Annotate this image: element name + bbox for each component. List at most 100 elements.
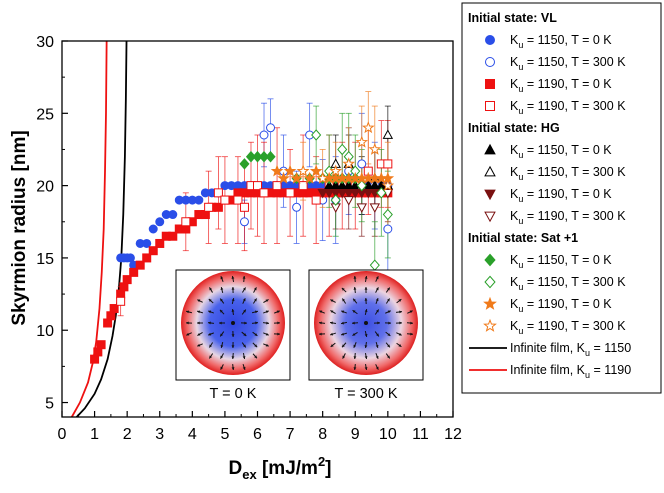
- data-point-series-3: [213, 188, 223, 198]
- spin-arrow-head-icon: [208, 332, 212, 336]
- data-point-series-11: [361, 121, 375, 134]
- data-point-series-10: [277, 171, 290, 184]
- legend-entry-label: Ku = 1150, T = 300 K: [510, 275, 626, 292]
- data-point-series-1: [383, 224, 393, 234]
- spin-arrow-head-icon: [231, 334, 235, 337]
- spin-arrow-head-icon: [375, 344, 379, 348]
- spin-arrow-head-icon: [330, 310, 334, 314]
- data-point-series-3: [220, 195, 230, 205]
- spin-arrow-head-icon: [242, 287, 246, 291]
- plot-lines-group: [70, 40, 128, 418]
- spin-arrow-head-icon: [352, 310, 356, 313]
- x-tick-label: 0: [58, 426, 67, 443]
- data-point-series-2: [96, 340, 106, 350]
- spin-arrow-head-icon: [330, 332, 334, 336]
- spin-arrow-head-icon: [242, 356, 246, 359]
- x-axis-title: Dex [mJ/m2]: [228, 454, 331, 482]
- spin-arrow-head-icon: [220, 287, 224, 290]
- data-point-series-6: [350, 188, 361, 199]
- spin-arrow-head-icon: [375, 276, 379, 280]
- data-point-series-11: [381, 179, 395, 191]
- spin-arrow-head-icon: [209, 344, 213, 348]
- infinite-film-curve-0: [76, 40, 128, 418]
- spin-arrow-head-icon: [352, 332, 356, 336]
- data-point-series-9: [382, 208, 393, 221]
- plot-markers-group: [90, 121, 395, 364]
- data-point-series-11: [329, 164, 342, 177]
- x-tick-label: 6: [253, 426, 262, 443]
- spin-arrow-head-icon: [197, 321, 200, 325]
- spin-arrow-head-icon: [399, 310, 402, 314]
- spin-arrow-head-icon: [364, 367, 368, 370]
- legend-marker-series-2: [485, 79, 495, 89]
- spin-arrow-head-icon: [387, 333, 391, 336]
- x-tick-label: 7: [286, 426, 295, 443]
- data-point-series-9: [369, 259, 380, 271]
- spin-arrow-head-icon: [253, 298, 257, 302]
- x-tick-label: 1: [90, 426, 99, 443]
- spin-arrow-head-icon: [276, 310, 280, 314]
- legend-entry-label: Ku = 1190, T = 0 K: [510, 187, 612, 204]
- spin-arrow-head-icon: [197, 343, 201, 347]
- legend-entry-label: Infinite film, Ku = 1150: [510, 341, 631, 358]
- legend-entry-label: Ku = 1190, T = 300 K: [510, 209, 626, 226]
- spin-arrow-head-icon: [388, 321, 391, 325]
- spin-arrow-head-icon: [220, 333, 223, 337]
- spin-arrow-head-icon: [330, 299, 334, 303]
- data-point-series-0: [168, 210, 178, 220]
- data-point-series-1: [357, 159, 367, 169]
- data-point-series-3: [204, 202, 214, 212]
- legend-marker-series-1: [485, 57, 495, 67]
- data-point-series-6: [330, 188, 341, 199]
- spin-arrow-head-icon: [353, 298, 356, 302]
- spin-arrow-head-icon: [330, 321, 333, 325]
- data-point-series-0: [148, 224, 158, 234]
- spin-arrow-head-icon: [398, 332, 402, 336]
- data-point-series-10: [283, 164, 297, 177]
- spin-arrow-head-icon: [387, 344, 390, 348]
- spin-arrow-head-icon: [209, 355, 212, 359]
- x-tick-label: 2: [123, 426, 132, 443]
- data-point-series-9: [376, 187, 387, 199]
- spin-center-icon: [364, 321, 368, 325]
- y-tick-label: 15: [36, 251, 54, 268]
- data-point-series-9: [356, 179, 367, 192]
- legend-group-heading: Initial state: VL: [468, 11, 557, 25]
- x-tick-label: 11: [412, 426, 429, 443]
- data-point-series-9: [311, 129, 322, 141]
- legend-entry-label: Ku = 1150, T = 0 K: [510, 253, 612, 270]
- spin-arrow-head-icon: [219, 309, 223, 313]
- spin-arrow-head-icon: [364, 334, 368, 337]
- spin-arrow-head-icon: [353, 344, 357, 348]
- spin-arrow-head-icon: [410, 321, 413, 325]
- spin-arrow-head-icon: [364, 356, 368, 359]
- spin-arrow-head-icon: [398, 299, 402, 302]
- inset-skyrmion-0k: T = 0 K: [175, 269, 291, 402]
- legend-marker-series-7: [484, 211, 496, 223]
- spin-arrow-head-icon: [364, 287, 368, 290]
- infinite-film-curve-1: [70, 40, 108, 418]
- data-point-series-5: [382, 129, 394, 139]
- data-point-series-3: [285, 188, 295, 198]
- x-tick-label: 8: [318, 426, 327, 443]
- legend-marker-series-11: [483, 318, 497, 332]
- legend-entry-label: Ku = 1190, T = 0 K: [510, 77, 612, 94]
- spin-arrow-head-icon: [353, 287, 357, 290]
- spin-arrow-head-icon: [342, 344, 345, 348]
- data-point-series-6: [336, 188, 348, 199]
- data-point-series-3: [311, 195, 321, 205]
- spin-arrow-head-icon: [219, 321, 222, 325]
- spin-center-icon: [231, 321, 235, 325]
- spin-arrow-head-icon: [342, 298, 345, 302]
- spin-arrow-head-icon: [197, 299, 201, 303]
- spin-arrow-head-icon: [377, 321, 380, 325]
- legend-marker-series-4: [484, 143, 496, 155]
- data-point-series-0: [142, 238, 152, 248]
- spin-arrow-head-icon: [330, 344, 334, 347]
- legend: Initial state: VL Ku = 1150, T = 0 K Ku = …: [461, 2, 662, 394]
- spin-arrow-head-icon: [197, 310, 201, 314]
- data-point-series-0: [155, 217, 165, 227]
- spin-arrow-head-icon: [277, 321, 280, 325]
- data-point-series-11: [296, 164, 310, 177]
- inset-spin-arrows-0k: [185, 275, 281, 371]
